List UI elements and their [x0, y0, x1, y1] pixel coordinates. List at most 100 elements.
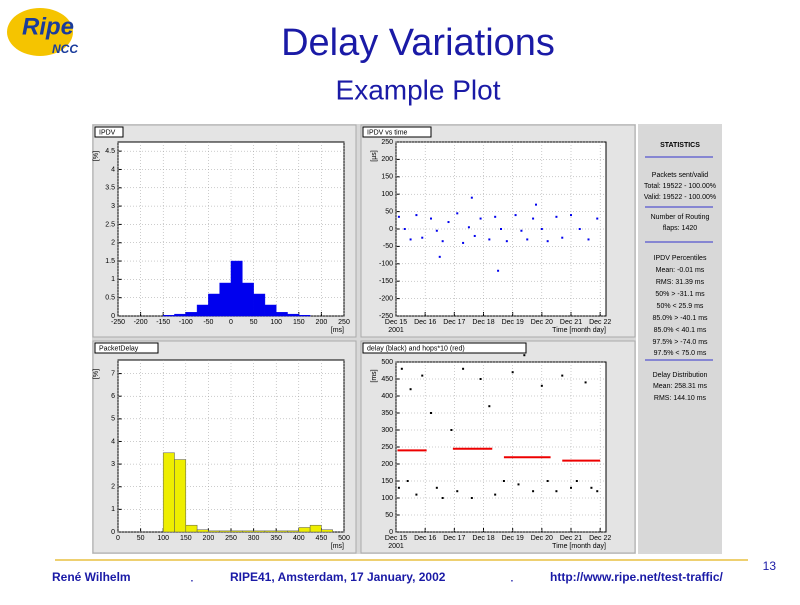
- panel-title: PacketDelay: [99, 345, 139, 352]
- x-tick-label: -200: [134, 319, 148, 326]
- stat-line: Number of Routing: [651, 214, 710, 221]
- x-tick-label: 100: [270, 319, 282, 326]
- y-tick-label: 0: [389, 226, 393, 233]
- x-axis-label: Time [month day]: [552, 543, 606, 550]
- y-axis-label: [µs]: [371, 150, 378, 161]
- point: [546, 240, 549, 243]
- y-axis-label: [%]: [93, 369, 100, 379]
- panel-title: delay (black) and hops*10 (red): [367, 345, 465, 352]
- hist-bar: [162, 452, 175, 533]
- x-axis-label: [ms]: [331, 327, 344, 334]
- stat-line: STATISTICS: [660, 142, 700, 149]
- x-tick-label: Dec 19: [502, 319, 524, 326]
- point: [540, 228, 543, 230]
- point: [397, 215, 400, 218]
- x-tick-label: 0: [229, 319, 233, 326]
- hist-bar: [264, 304, 277, 317]
- y-tick-label: 150: [381, 478, 393, 485]
- stat-line: Total: 19522 - 100.00%: [644, 183, 716, 190]
- footer-author: René Wilhelm: [52, 570, 131, 584]
- y-tick-label: 4: [111, 438, 115, 445]
- page-number: 13: [763, 559, 777, 573]
- point: [456, 212, 459, 215]
- stat-line: 50% > -31.1 ms: [655, 291, 705, 298]
- y-tick-label: -200: [379, 295, 393, 302]
- hist-bar: [208, 293, 220, 317]
- hist-bar: [174, 313, 187, 317]
- hist-bar: [321, 529, 333, 533]
- y-tick-label: 200: [381, 156, 393, 163]
- y-tick-label: 6: [111, 393, 115, 400]
- y-tick-label: 300: [381, 427, 393, 434]
- footer-dot: .: [190, 569, 194, 585]
- hist-bar: [264, 530, 277, 533]
- point: [526, 238, 529, 241]
- point: [546, 480, 549, 482]
- x-tick-label: 300: [248, 535, 260, 542]
- y-tick-label: 1.5: [105, 258, 115, 265]
- point: [587, 238, 590, 241]
- y-tick-label: 0: [111, 529, 115, 536]
- y-tick-label: 2: [111, 484, 115, 491]
- hist-bar: [219, 530, 232, 533]
- point: [596, 217, 599, 220]
- x-tick-label: 200: [203, 535, 215, 542]
- stats-panel: [638, 124, 722, 554]
- y-tick-label: 2.5: [105, 221, 115, 228]
- hist-bar: [185, 312, 198, 317]
- point: [430, 412, 432, 414]
- point: [517, 483, 520, 486]
- x-tick-label: Dec 20: [531, 319, 553, 326]
- x-tick-label: 150: [180, 535, 192, 542]
- point: [421, 236, 424, 239]
- x-tick-label: Dec 19: [502, 535, 524, 542]
- point: [409, 238, 412, 241]
- hist-bar: [219, 282, 232, 317]
- x-tick-label: 150: [293, 319, 305, 326]
- stat-line: 85.0% < 40.1 ms: [654, 327, 707, 334]
- y-tick-label: 1: [111, 506, 115, 513]
- y-tick-label: -150: [379, 278, 393, 285]
- x-tick-label: 250: [338, 319, 350, 326]
- stat-line: 50% < 25.9 ms: [657, 303, 704, 310]
- x-tick-label: -100: [179, 319, 193, 326]
- logo-sub: NCC: [52, 42, 78, 56]
- stat-line: Mean: 258.31 ms: [653, 383, 708, 390]
- x-axis-label: [ms]: [331, 543, 344, 550]
- x-tick-label: Dec 17: [443, 319, 465, 326]
- point: [502, 480, 505, 482]
- point: [575, 480, 578, 482]
- x-tick-label: -150: [156, 319, 170, 326]
- point: [555, 490, 558, 493]
- subtitle: Example Plot: [336, 74, 501, 105]
- x-tick-label: Dec 15: [385, 535, 407, 542]
- y-tick-label: 7: [111, 370, 115, 377]
- y-tick-label: 3: [111, 461, 115, 468]
- y-tick-label: 2: [111, 240, 115, 247]
- footer-event: RIPE41, Amsterdam, 17 January, 2002: [230, 570, 446, 584]
- series-line: [397, 447, 601, 462]
- hist-bar: [174, 459, 187, 533]
- y-tick-label: -250: [379, 313, 393, 320]
- hist-bar: [230, 530, 243, 533]
- stat-line: RMS: 144.10 ms: [654, 395, 707, 402]
- y-tick-label: 500: [381, 359, 393, 366]
- stat-line: 85.0% > -40.1 ms: [652, 315, 708, 322]
- point: [421, 374, 424, 377]
- point: [415, 493, 418, 496]
- point: [590, 486, 593, 489]
- y-tick-label: 1: [111, 276, 115, 283]
- point: [584, 381, 587, 384]
- point: [456, 490, 459, 493]
- point: [441, 240, 444, 243]
- y-tick-label: 0.5: [105, 295, 115, 302]
- point: [406, 480, 409, 482]
- point: [505, 240, 508, 243]
- x-tick-label: 50: [250, 319, 258, 326]
- point: [488, 238, 491, 241]
- x-tick-label: Dec 18: [472, 535, 494, 542]
- hist-bar: [253, 293, 266, 317]
- point: [532, 217, 535, 220]
- point: [403, 228, 406, 230]
- point: [535, 203, 537, 206]
